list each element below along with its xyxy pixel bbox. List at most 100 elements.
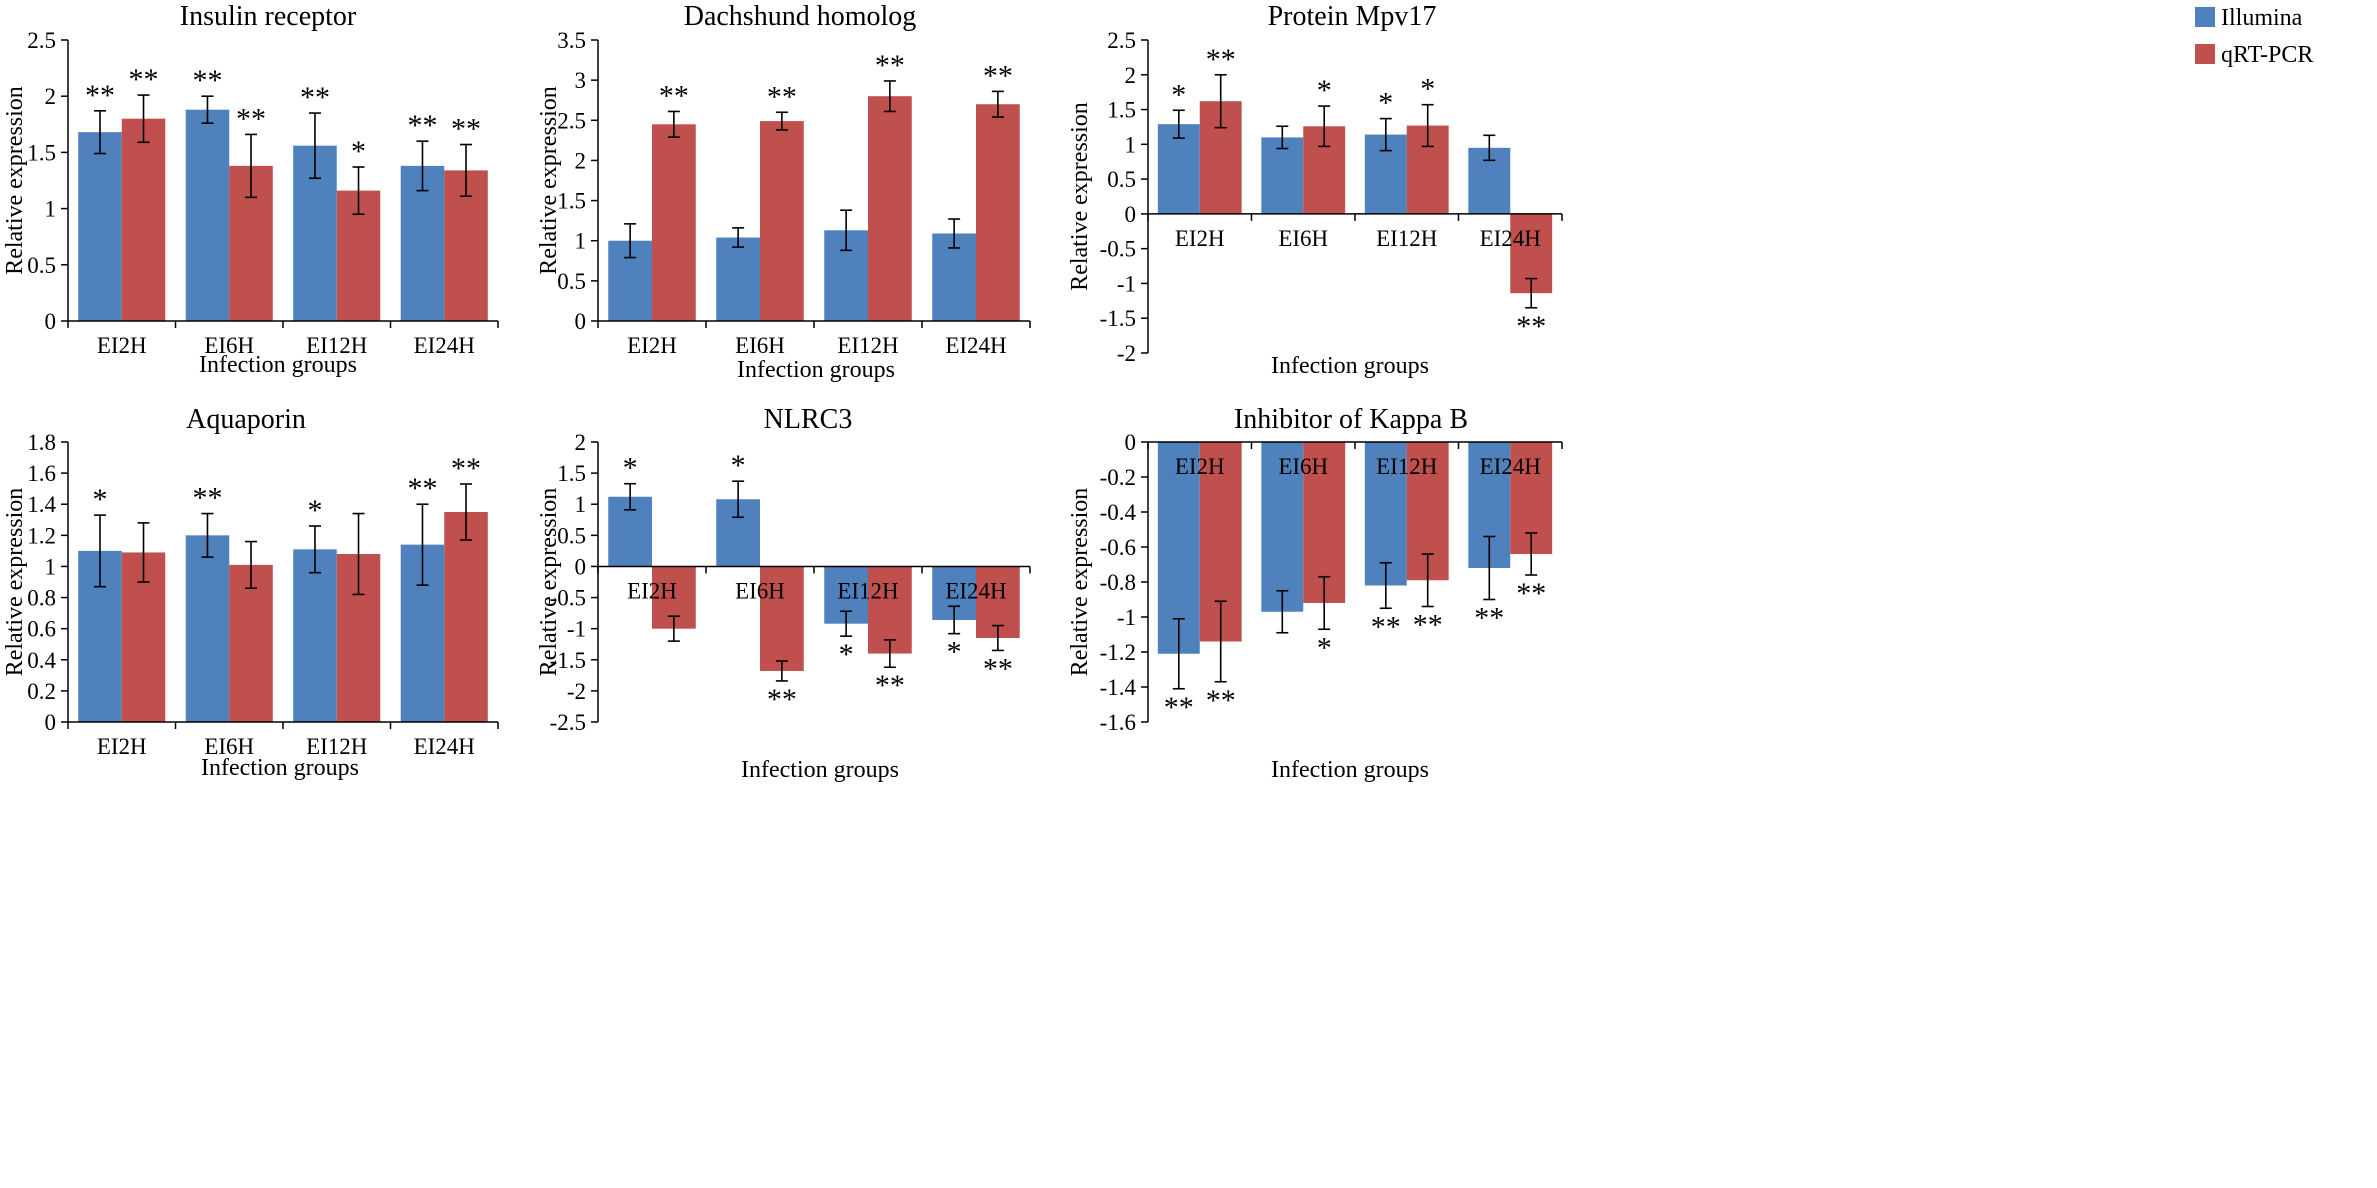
y-tick-label: 0.6: [27, 617, 56, 642]
x-axis-label: Infection groups: [1271, 757, 1429, 783]
bar-qrt-pcr-ei12h: [868, 96, 912, 321]
y-tick-label: -0.5: [550, 586, 586, 611]
significance-label: **: [192, 64, 222, 97]
bar-illumina-ei24h: [400, 165, 445, 321]
y-tick-label: -1.4: [1100, 675, 1137, 700]
significance-label: **: [407, 472, 437, 505]
significance-label: **: [300, 81, 330, 114]
x-axis-label: Infection groups: [199, 352, 357, 378]
y-tick-label: 2.5: [557, 108, 586, 133]
y-tick-label: -1: [567, 617, 586, 642]
y-tick-label: -2: [567, 679, 586, 704]
x-axis-label: Infection groups: [741, 757, 899, 783]
x-tick-label-ei2h: EI2H: [97, 734, 147, 759]
significance-label: **: [236, 102, 266, 135]
y-tick-label: 2.5: [1107, 28, 1136, 53]
bar-illumina-ei6h: [185, 535, 230, 722]
y-tick-label: 0.5: [1107, 167, 1136, 192]
bar-qrt-pcr-ei6h: [760, 121, 804, 322]
x-tick-label-ei2h: EI2H: [627, 578, 677, 603]
significance-label: *: [351, 135, 366, 168]
chart-title: Protein Mpv17: [1268, 1, 1437, 32]
significance-label: **: [192, 482, 222, 515]
y-tick-label: -1: [1117, 271, 1136, 296]
y-tick-label: 0: [575, 309, 587, 334]
chart-title: Inhibitor of Kappa B: [1234, 404, 1468, 435]
chart-inhibitor-of-kappa-b: Inhibitor of Kappa B -1.6 -1.4 -1.2 -1 -0.8 -0…: [1067, 404, 1563, 783]
chart-dachshund-homolog: Dachshund homolog 0 0.5 1 1.5 2 2.5 3 3.5 ** ** ** *…: [536, 1, 1031, 383]
y-tick-label: 1.5: [557, 461, 586, 486]
significance-label: *: [839, 638, 854, 671]
y-tick-label: 3: [575, 68, 587, 93]
bar-qrt-pcr-ei6h: [229, 564, 273, 722]
bar-qrt-pcr-ei2h: [121, 118, 166, 322]
y-tick-label: 1.5: [27, 140, 56, 165]
legend-swatch-illumina: [2195, 7, 2215, 27]
bar-illumina-ei6h: [1261, 442, 1304, 612]
y-tick-label: 2: [1125, 63, 1137, 88]
legend: Illumina qRT-PCR: [2195, 5, 2313, 68]
y-tick-label: 0.5: [557, 269, 586, 294]
x-tick-label-ei6h: EI6H: [204, 734, 254, 759]
y-tick-label: 0.5: [557, 523, 586, 548]
x-tick-label-ei2h: EI2H: [1175, 454, 1225, 479]
legend-label-qrt-pcr: qRT-PCR: [2221, 42, 2313, 68]
significance-label: **: [983, 59, 1013, 92]
x-axis-label: Infection groups: [1271, 353, 1429, 379]
y-tick-label: -0.5: [1100, 237, 1136, 262]
y-tick-label: 0: [575, 554, 587, 579]
y-tick-label: 1: [45, 197, 57, 222]
significance-label: *: [1171, 78, 1186, 111]
significance-label: *: [1317, 74, 1332, 107]
significance-label: *: [947, 636, 962, 669]
chart-protein-mpv17: Protein Mpv17-2-1.5-1-0.500.511.522.5* **…: [1067, 1, 1563, 379]
significance-label: **: [407, 109, 437, 142]
y-tick-label: 2: [575, 148, 587, 173]
y-tick-label: -2: [1117, 341, 1136, 366]
x-axis-label: Infection groups: [737, 357, 895, 383]
significance-label: **: [1413, 609, 1443, 642]
y-axis-label: Relative expression: [536, 86, 562, 275]
significance-label: **: [767, 683, 797, 716]
y-tick-label: -0.4: [1100, 500, 1137, 525]
bar-illumina-ei12h: [293, 549, 337, 722]
x-tick-label-ei2h: EI2H: [97, 333, 147, 358]
x-tick-label-ei24h: EI24H: [414, 734, 475, 759]
y-tick-label: 0.2: [27, 679, 56, 704]
y-tick-label: -0.8: [1100, 570, 1136, 595]
significance-label: *: [1317, 631, 1332, 664]
significance-label: **: [1516, 310, 1546, 343]
y-tick-label: 2.5: [27, 28, 56, 53]
y-tick-label: 1.2: [27, 523, 56, 548]
y-axis-label: Relative expression: [2, 86, 28, 275]
bar-illumina-ei6h: [716, 237, 760, 321]
bar-illumina-ei6h: [1261, 137, 1304, 214]
chart-title: Insulin receptor: [180, 1, 357, 32]
x-tick-label-ei6h: EI6H: [735, 333, 785, 358]
y-tick-label: 1: [575, 229, 587, 254]
significance-label: *: [92, 483, 107, 516]
y-tick-label: 1.4: [27, 492, 56, 517]
x-tick-label-ei24h: EI24H: [414, 333, 475, 358]
significance-label: **: [129, 63, 159, 96]
bar-illumina-ei6h: [185, 109, 230, 321]
y-tick-label: -0.2: [1100, 465, 1136, 490]
x-tick-label-ei24h: EI24H: [1480, 454, 1541, 479]
x-tick-label-ei6h: EI6H: [735, 578, 785, 603]
significance-label: **: [1164, 691, 1194, 724]
significance-label: **: [875, 669, 905, 702]
y-tick-label: 3.5: [557, 28, 586, 53]
y-axis-label: Relative expression: [1067, 488, 1093, 677]
y-tick-label: 1.8: [27, 430, 56, 455]
bar-illumina-ei12h: [1364, 442, 1407, 586]
y-tick-label: -0.6: [1100, 535, 1136, 560]
bar-illumina-ei2h: [1157, 124, 1200, 214]
y-tick-label: 1.5: [1107, 98, 1136, 123]
x-tick-label-ei12h: EI12H: [837, 578, 898, 603]
y-axis-label: Relative expression: [536, 488, 562, 677]
significance-label: *: [1378, 87, 1393, 120]
significance-label: **: [1206, 43, 1236, 76]
significance-label: *: [731, 449, 746, 482]
bar-qrt-pcr-ei2h: [652, 124, 696, 321]
